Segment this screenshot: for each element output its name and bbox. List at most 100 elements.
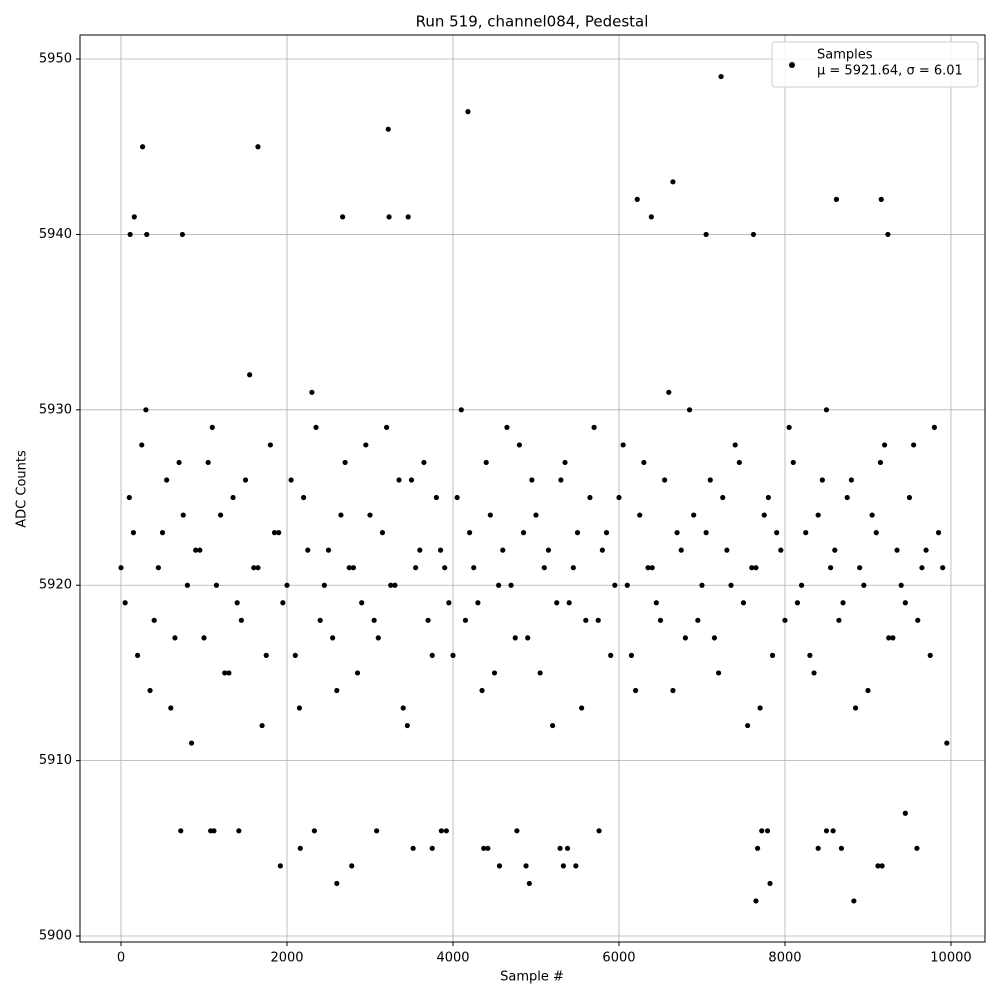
point <box>724 547 730 553</box>
y-axis-label: ADC Counts <box>15 450 30 528</box>
point <box>857 565 863 571</box>
point <box>670 687 676 694</box>
points <box>118 73 950 904</box>
point <box>483 459 489 466</box>
point <box>379 530 386 536</box>
point <box>603 530 610 536</box>
point <box>620 442 626 448</box>
point <box>508 582 514 588</box>
point <box>429 652 435 658</box>
point <box>657 617 664 623</box>
point <box>745 722 751 729</box>
point <box>554 600 560 606</box>
point <box>695 617 701 623</box>
point <box>811 670 817 676</box>
point <box>313 424 319 430</box>
point <box>632 687 639 694</box>
point <box>596 828 602 834</box>
point <box>911 442 917 448</box>
point <box>479 687 485 694</box>
point <box>201 635 207 641</box>
point <box>819 477 825 483</box>
point <box>848 477 854 483</box>
point <box>159 530 166 536</box>
point <box>491 670 498 676</box>
point <box>222 670 228 676</box>
point <box>877 459 884 466</box>
point <box>354 670 361 676</box>
point <box>765 494 771 501</box>
legend-stats: μ = 5921.64, σ = 6.01 <box>817 64 963 79</box>
point <box>234 600 240 606</box>
point <box>309 389 315 395</box>
point <box>251 565 257 571</box>
point <box>197 547 203 553</box>
point <box>736 459 742 466</box>
point <box>205 459 211 466</box>
point <box>400 705 406 711</box>
point <box>557 845 563 851</box>
point <box>437 547 444 553</box>
point <box>662 477 668 483</box>
x-axis-label: Sample # <box>500 970 564 985</box>
x-tick-label: 0 <box>117 951 125 966</box>
point <box>126 494 132 501</box>
point <box>388 582 394 588</box>
point <box>147 687 153 694</box>
point <box>833 196 840 202</box>
point <box>144 231 150 238</box>
point <box>209 424 215 430</box>
point <box>277 863 283 869</box>
point <box>562 459 568 466</box>
point <box>454 494 460 501</box>
point <box>188 740 195 746</box>
point <box>211 828 217 834</box>
point <box>533 512 539 518</box>
point <box>774 530 780 536</box>
point <box>349 863 355 869</box>
point <box>573 863 579 869</box>
point <box>410 845 416 851</box>
legend-marker <box>789 62 795 68</box>
point <box>134 652 141 658</box>
point <box>564 845 571 851</box>
y-tick-label: 5910 <box>39 753 72 768</box>
point <box>193 547 199 553</box>
x-tick-label: 4000 <box>436 951 469 966</box>
point <box>670 179 676 185</box>
point <box>334 687 340 694</box>
point <box>595 617 601 623</box>
point <box>164 477 170 483</box>
point <box>794 600 801 606</box>
point <box>481 845 487 851</box>
point <box>830 828 836 834</box>
point <box>330 635 336 641</box>
point <box>769 652 776 658</box>
x-tick-label: 6000 <box>602 951 635 966</box>
point <box>371 617 377 623</box>
point <box>869 512 875 518</box>
point <box>583 617 589 623</box>
point <box>259 722 265 729</box>
point <box>247 372 253 378</box>
legend-label: Samples <box>817 48 873 63</box>
point <box>624 582 630 588</box>
point <box>367 512 373 518</box>
point <box>375 635 381 641</box>
point <box>462 617 469 623</box>
point <box>815 512 821 518</box>
point <box>879 863 885 869</box>
point <box>541 565 547 571</box>
point <box>591 424 597 430</box>
point <box>155 565 161 571</box>
point <box>790 459 796 466</box>
legend-box <box>771 41 979 88</box>
point <box>935 530 942 536</box>
point <box>761 512 767 518</box>
point <box>338 512 344 518</box>
point <box>637 512 643 518</box>
point <box>297 845 303 851</box>
point <box>803 530 809 536</box>
point <box>442 565 448 571</box>
grid <box>80 35 985 942</box>
